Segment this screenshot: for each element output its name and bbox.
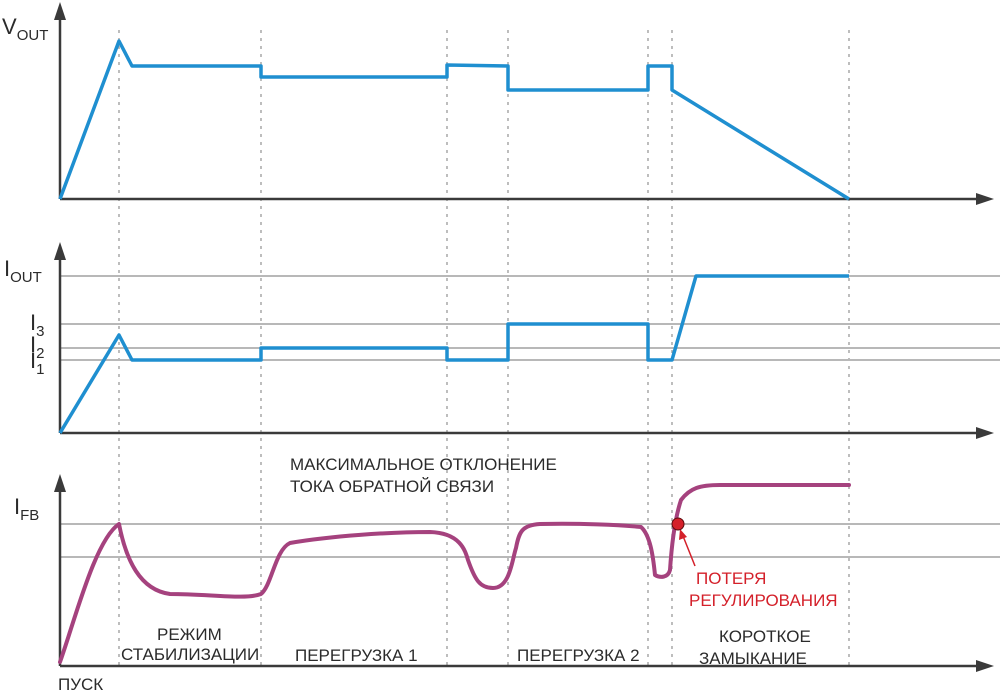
- phase-start-label: ПУСК: [58, 675, 103, 692]
- vout-label: VOUT: [2, 14, 48, 44]
- loss-pointer-line: [682, 535, 696, 567]
- loss-pointer-arrow: [679, 529, 687, 540]
- loss-point-dot: [671, 517, 685, 531]
- loss-of-regulation-marker: [671, 517, 696, 567]
- axes-bottom: [54, 474, 994, 672]
- max-deviation-line1: МАКСИМАЛЬНОЕ ОТКЛОНЕНИЕ: [290, 455, 557, 474]
- max-deviation-line2: ТОКА ОБРАТНОЙ СВЯЗИ: [290, 477, 494, 496]
- iout-axis-arrow: [54, 242, 66, 260]
- loss-label-line1: ПОТЕРЯ: [696, 569, 766, 588]
- time-axis-middle-arrow: [976, 427, 994, 439]
- ifb-axis-arrow: [54, 474, 66, 492]
- iout-waveform: [58, 274, 849, 434]
- phase-boundaries: [118, 30, 850, 668]
- phase-overload2-label: ПЕРЕГРУЗКА 2: [517, 646, 640, 665]
- axes-top: [54, 2, 994, 205]
- i2-label: I2: [30, 332, 44, 362]
- vout-axis-arrow: [54, 2, 66, 20]
- iout-label: IOUT: [4, 256, 42, 286]
- time-axis-top-arrow: [976, 193, 994, 205]
- loss-label-line2: РЕГУЛИРОВАНИЯ: [689, 591, 838, 610]
- vout-waveform: [58, 39, 850, 201]
- phase-short-line1: КОРОТКОЕ: [719, 627, 811, 646]
- phase-short-line2: ЗАМЫКАНИЕ: [699, 649, 807, 668]
- current-levels: [60, 275, 1000, 361]
- phase-overload1-label: ПЕРЕГРУЗКА 1: [295, 646, 418, 665]
- i1-label: I1: [30, 348, 44, 378]
- phase-regulation-line2: СТАБИЛИЗАЦИИ: [121, 645, 259, 664]
- axes-middle: [54, 242, 994, 439]
- i3-label: I3: [30, 310, 44, 340]
- time-axis-bottom-arrow: [976, 660, 994, 672]
- feedback-levels: [60, 523, 1000, 558]
- phase-regulation-line1: РЕЖИМ: [157, 625, 222, 644]
- ifb-label: IFB: [14, 494, 39, 524]
